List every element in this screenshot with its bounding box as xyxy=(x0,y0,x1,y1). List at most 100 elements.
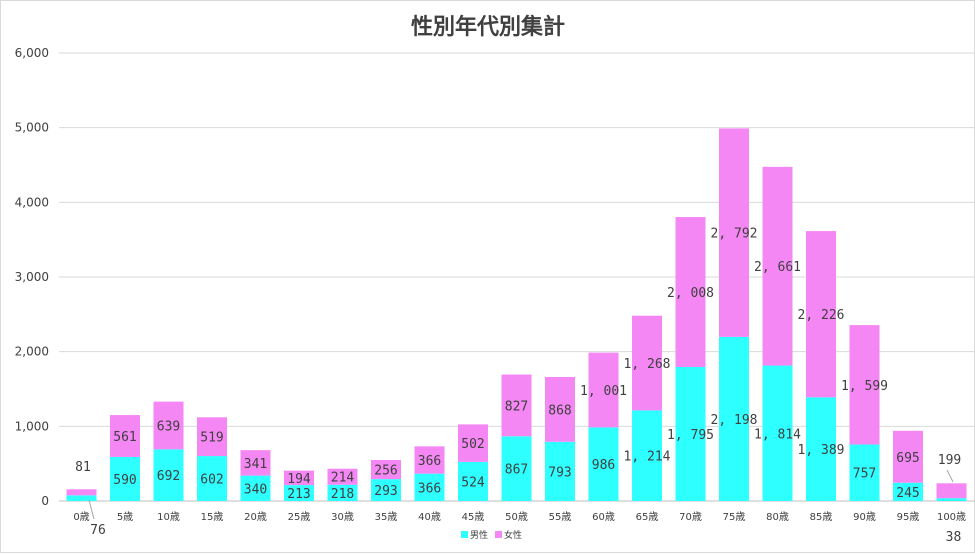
x-tick-label: 5歳 xyxy=(117,511,133,523)
x-tick-label: 75歳 xyxy=(723,511,746,523)
data-label-female: 199 xyxy=(938,453,961,468)
legend: 男性 女性 xyxy=(461,529,522,541)
bar-male xyxy=(936,498,967,501)
x-tick-label: 95歳 xyxy=(897,511,920,523)
data-label-male: 38 xyxy=(946,530,962,545)
data-label-female: 341 xyxy=(244,457,267,472)
bar-female xyxy=(806,231,836,398)
bars xyxy=(66,128,967,501)
data-label-female: 561 xyxy=(113,430,136,445)
x-tick-label: 90歳 xyxy=(853,511,876,523)
bar-female xyxy=(66,489,97,496)
y-tick-label: 2,000 xyxy=(15,345,49,359)
bar-female xyxy=(414,446,445,474)
data-label-male: 245 xyxy=(896,486,919,501)
bar-female xyxy=(545,376,575,442)
data-label-female: 1, 599 xyxy=(841,379,888,394)
bar-female xyxy=(588,352,619,428)
bar-male xyxy=(66,495,97,501)
bar-female xyxy=(284,470,314,486)
data-label-female: 2, 226 xyxy=(798,308,845,323)
x-tick-label: 70歳 xyxy=(679,511,702,523)
bar-female xyxy=(632,315,662,411)
bar-female xyxy=(893,430,923,483)
data-label-male: 340 xyxy=(244,482,267,497)
bar-male xyxy=(371,479,401,501)
y-tick-label: 0 xyxy=(41,494,49,508)
bar-male xyxy=(284,485,314,501)
bar-male xyxy=(545,441,575,501)
bar-female xyxy=(675,217,706,367)
legend-label-female: 女性 xyxy=(504,529,522,541)
x-tick-label: 80歳 xyxy=(766,511,789,523)
x-tick-label: 65歳 xyxy=(636,511,659,523)
bar-male xyxy=(197,456,227,501)
bar-male xyxy=(153,449,184,501)
bar-female xyxy=(501,374,532,437)
bar-male xyxy=(458,461,488,501)
chart-title: 性別年代別集計 xyxy=(411,14,565,40)
data-label-female: 2, 661 xyxy=(754,260,801,275)
bar-male xyxy=(240,475,271,501)
data-label-male: 213 xyxy=(287,487,310,502)
bar-female xyxy=(110,415,140,457)
bar-female xyxy=(719,128,749,337)
bar-female xyxy=(153,401,184,450)
leader-line xyxy=(946,469,954,483)
bar-female xyxy=(197,417,227,457)
legend-swatch-male xyxy=(461,531,468,538)
y-tick-label: 5,000 xyxy=(15,121,49,135)
data-label-male: 524 xyxy=(461,475,485,490)
bar-male xyxy=(893,482,923,501)
data-label-male: 867 xyxy=(505,463,528,478)
data-label-female: 1, 001 xyxy=(580,384,627,399)
x-tick-label: 40歳 xyxy=(418,511,441,523)
bar-male xyxy=(719,336,749,501)
bar-male xyxy=(632,410,662,501)
data-label-male: 2, 198 xyxy=(711,413,758,428)
bar-male xyxy=(414,473,445,501)
x-tick-label: 35歳 xyxy=(375,511,398,523)
data-label-female: 214 xyxy=(331,471,355,486)
bar-male xyxy=(501,436,532,501)
x-tick-label: 20歳 xyxy=(244,511,267,523)
data-label-male: 1, 214 xyxy=(624,450,671,465)
x-tick-label: 0歳 xyxy=(73,511,89,523)
x-tick-label: 85歳 xyxy=(810,511,833,523)
y-tick-label: 3,000 xyxy=(15,270,49,284)
data-label-male: 1, 795 xyxy=(667,428,714,443)
data-label-female: 194 xyxy=(287,472,311,487)
bar-female xyxy=(849,325,880,445)
y-tick-label: 6,000 xyxy=(15,46,49,60)
legend-label-male: 男性 xyxy=(470,529,488,541)
data-label-female: 366 xyxy=(418,454,441,469)
bar-female xyxy=(240,450,271,476)
data-label-female: 502 xyxy=(461,437,484,452)
data-label-female: 256 xyxy=(374,464,397,479)
data-label-female: 2, 008 xyxy=(667,286,714,301)
data-label-male: 366 xyxy=(418,481,441,496)
bar-male xyxy=(110,456,140,501)
y-axis-tick-labels: 0 1,000 2,000 3,000 4,000 5,000 6,000 xyxy=(15,46,49,508)
bar-female xyxy=(327,468,358,485)
bar-female xyxy=(458,424,488,462)
legend-swatch-female xyxy=(495,531,502,538)
bar-male xyxy=(588,427,619,501)
y-tick-label: 1,000 xyxy=(15,419,49,433)
x-axis-tick-labels: 0歳 5歳 10歳 15歳 20歳 25歳 30歳 35歳 40歳 45歳 50歳 55歳 60歳 65歳… xyxy=(73,511,966,523)
data-label-female: 2, 792 xyxy=(711,227,758,242)
data-label-male: 602 xyxy=(200,473,223,488)
x-tick-label: 15歳 xyxy=(201,511,224,523)
bar-male xyxy=(675,366,706,501)
x-tick-label: 60歳 xyxy=(592,511,615,523)
bar-male xyxy=(849,444,880,501)
y-tick-label: 4,000 xyxy=(15,195,49,209)
data-label-female: 519 xyxy=(200,431,223,446)
data-label-male: 757 xyxy=(853,467,876,482)
x-tick-label: 100歳 xyxy=(937,511,966,523)
data-label-male: 1, 389 xyxy=(798,443,845,458)
bar-female xyxy=(762,166,793,366)
bar-female xyxy=(936,483,967,499)
